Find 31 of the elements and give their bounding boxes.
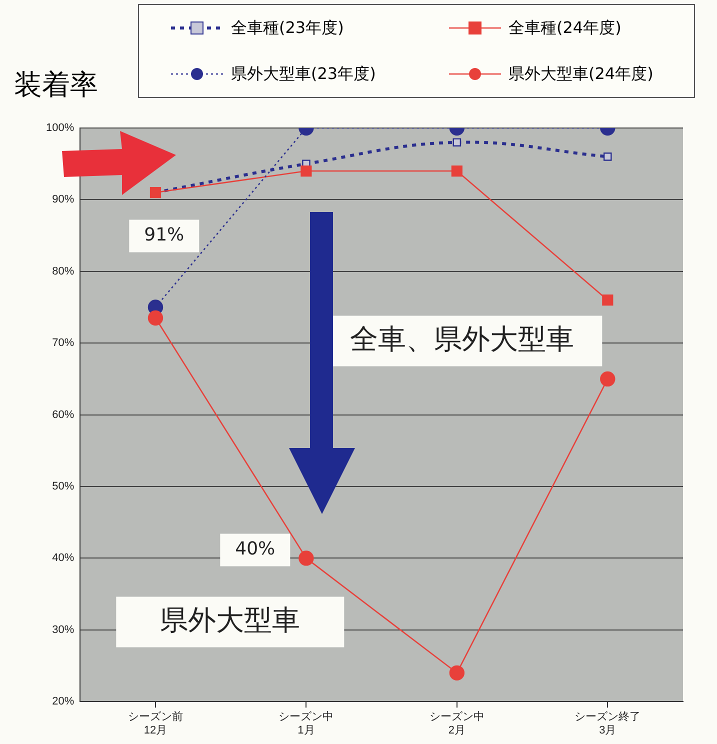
point <box>300 165 312 177</box>
point <box>604 152 612 161</box>
y-axis-title: 装着率 <box>14 67 98 103</box>
legend-label: 県外大型車(23年度) <box>231 64 376 84</box>
legend-label: 全車種(24年度) <box>508 18 622 38</box>
y-tick-label: 80% <box>52 265 74 278</box>
legend-label: 県外大型車(24年度) <box>508 64 654 84</box>
y-tick-label: 100% <box>46 122 74 134</box>
y-tick-label: 70% <box>52 337 74 350</box>
point <box>602 294 614 306</box>
point <box>298 550 314 566</box>
legend-label: 全車種(23年度) <box>231 18 344 38</box>
point <box>148 310 164 326</box>
x-tick-label: シーズン前 12月 <box>128 711 183 736</box>
point <box>600 371 616 387</box>
y-tick-label: 30% <box>52 624 74 636</box>
y-tick-label: 50% <box>52 480 74 493</box>
x-tick-label: シーズン中 1月 <box>278 710 334 736</box>
x-tick-label: シーズン終了 3月 <box>574 711 641 736</box>
point <box>449 665 465 681</box>
x-tick-label: シーズン中 2月 <box>429 710 484 736</box>
y-tick-label: 40% <box>52 552 74 564</box>
annotation: 40% <box>235 538 276 560</box>
point <box>452 138 462 146</box>
annotation: 全車、県外大型車 <box>350 322 574 356</box>
annotation: 91% <box>144 224 184 246</box>
point <box>451 165 462 177</box>
annotation: 県外大型車 <box>160 603 300 636</box>
y-tick-label: 90% <box>52 194 74 206</box>
y-tick-label: 60% <box>52 408 74 421</box>
y-tick-label: 20% <box>52 696 74 708</box>
